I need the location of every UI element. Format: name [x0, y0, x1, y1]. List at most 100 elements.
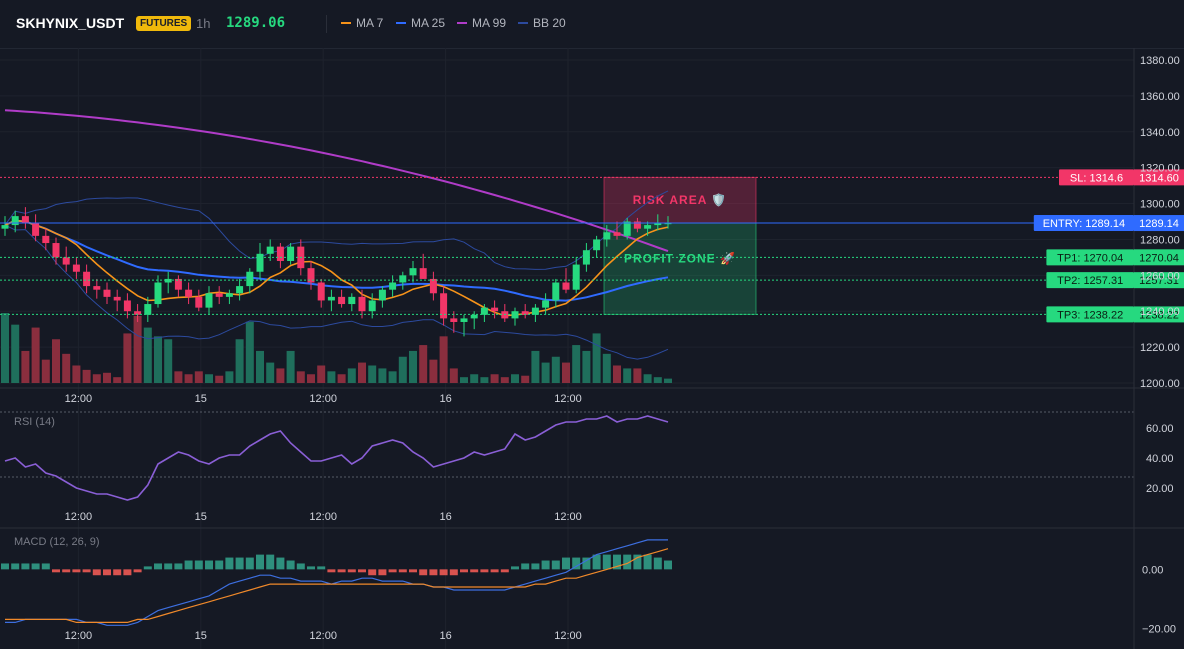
last-price: 1289.06 — [226, 15, 286, 31]
macd-hist-bar-45 — [460, 569, 468, 573]
volume-bar-46 — [470, 374, 479, 383]
volume-bar-65 — [664, 378, 672, 383]
macd-hist-bar-48 — [490, 569, 499, 573]
macd-hist-bar-3 — [31, 563, 40, 570]
macd-hist-bar-61 — [623, 554, 632, 570]
ma99-line — [4, 109, 669, 253]
volume-bar-15 — [154, 336, 162, 383]
time-label-1-2: 12:00 — [309, 511, 337, 523]
volume-bar-36 — [368, 365, 377, 383]
time-label-0-2: 12:00 — [309, 393, 337, 405]
macd-hist-bar-0 — [1, 563, 9, 570]
candle-body-12 — [123, 300, 131, 312]
macd-hist-bar-40 — [409, 569, 417, 573]
rsi-line — [4, 415, 669, 501]
candle-body-21 — [215, 293, 223, 297]
volume-bar-4 — [41, 359, 50, 383]
chart-header: SKHYNIX_USDT FUTURES 1h 1289.06 MA 7 MA … — [0, 0, 1184, 49]
ma99-swatch — [457, 22, 467, 24]
price-tick-0: 1380.00 — [1140, 55, 1180, 67]
candle-body-10 — [103, 289, 111, 297]
candle-body-52 — [531, 307, 539, 315]
tp3-price-bg — [1134, 306, 1184, 323]
macd-hist-bar-36 — [368, 569, 377, 576]
volume-bar-40 — [409, 350, 417, 383]
price-tick-4: 1300.00 — [1140, 199, 1180, 211]
candle-body-26 — [266, 246, 274, 254]
time-label-2-1: 15 — [195, 630, 207, 642]
volume-bar-18 — [184, 374, 193, 383]
candle-body-7 — [72, 264, 80, 272]
risk-area-label: RISK AREA 🛡️ — [633, 193, 727, 207]
macd-hist-bar-56 — [572, 557, 581, 570]
volume-bar-41 — [419, 345, 428, 383]
tp2-price-bg — [1134, 272, 1184, 289]
candle-body-53 — [542, 300, 550, 308]
candle-body-62 — [633, 221, 641, 229]
macd-tick-0: 0.00 — [1142, 564, 1163, 576]
header-divider — [326, 15, 327, 33]
volume-bar-62 — [633, 368, 642, 383]
price-axis: 1380.00 1360.00 1340.00 1320.00 1300.00 1280.… — [1140, 55, 1180, 390]
candle-body-22 — [225, 293, 233, 297]
candle-body-24 — [246, 271, 254, 287]
candle-body-41 — [419, 268, 427, 279]
candle-body-46 — [470, 314, 478, 319]
macd-hist-bar-23 — [235, 557, 244, 570]
candle-body-61 — [623, 221, 631, 236]
volume-bar-24 — [245, 321, 254, 383]
legend-ma25[interactable]: MA 25 — [396, 16, 445, 30]
volume-bar-49 — [500, 377, 509, 383]
futures-badge: FUTURES — [136, 16, 192, 31]
candle-body-39 — [399, 275, 407, 283]
candle-body-5 — [52, 243, 60, 258]
volume-bar-55 — [562, 362, 570, 383]
volume-bar-64 — [653, 377, 662, 383]
macd-hist-bar-31 — [317, 566, 326, 570]
legend-ma7[interactable]: MA 7 — [341, 16, 383, 30]
candle-body-11 — [113, 296, 121, 301]
time-label-1-4: 12:00 — [554, 511, 582, 523]
legend-ma99-label: MA 99 — [472, 16, 507, 30]
volume-bar-59 — [602, 353, 611, 383]
volume-bar-11 — [113, 377, 122, 383]
legend-bb20-label: BB 20 — [533, 16, 566, 30]
candle-body-0 — [1, 225, 9, 229]
bollinger-bands — [4, 190, 669, 360]
timeframe-selector[interactable]: 1h — [196, 16, 211, 31]
macd-hist-bar-17 — [174, 563, 183, 570]
candle-body-1 — [11, 216, 19, 226]
legend-bb20[interactable]: BB 20 — [518, 16, 566, 30]
trading-chart[interactable]: RISK AREA 🛡️ PROFIT ZONE 🚀 SL: 1314.6 131… — [0, 48, 1184, 649]
sl-label: SL: 1314.6 — [1070, 172, 1123, 184]
volume-bar-3 — [31, 327, 40, 383]
macd-hist-bar-2 — [21, 563, 30, 570]
candle-body-56 — [572, 264, 580, 290]
candle-body-63 — [644, 225, 652, 229]
bb-lower-line — [4, 224, 669, 360]
volume-bar-47 — [480, 377, 489, 383]
time-label-0-0: 12:00 — [65, 393, 93, 405]
tp1-price-bg — [1134, 249, 1184, 266]
macd-hist-bar-44 — [449, 569, 458, 576]
price-tick-1: 1360.00 — [1140, 91, 1180, 103]
macd-hist-bar-60 — [613, 554, 621, 570]
time-label-2-2: 12:00 — [309, 630, 337, 642]
symbol-title[interactable]: SKHYNIX_USDT — [16, 15, 125, 31]
macd-hist-bar-46 — [470, 569, 479, 573]
macd-hist-bar-55 — [562, 557, 570, 570]
volume-bar-2 — [21, 350, 30, 383]
signal-line — [5, 548, 669, 623]
tp3-label: TP3: 1238.22 — [1057, 309, 1123, 321]
macd-hist-bar-65 — [664, 560, 672, 570]
candle-body-2 — [21, 216, 29, 224]
macd-hist-bar-50 — [511, 566, 519, 570]
candle-body-38 — [389, 282, 397, 290]
price-tick-9: 1200.00 — [1140, 378, 1180, 390]
volume-bar-61 — [623, 368, 632, 383]
legend-ma99[interactable]: MA 99 — [457, 16, 506, 30]
macd-hist-bar-37 — [378, 569, 387, 576]
macd-hist-bar-9 — [92, 569, 101, 576]
candle-body-48 — [491, 307, 499, 312]
time-axis: 12:00 15 12:00 16 12:00 12:00 15 12:00 16 12:00 12… — [65, 393, 582, 642]
